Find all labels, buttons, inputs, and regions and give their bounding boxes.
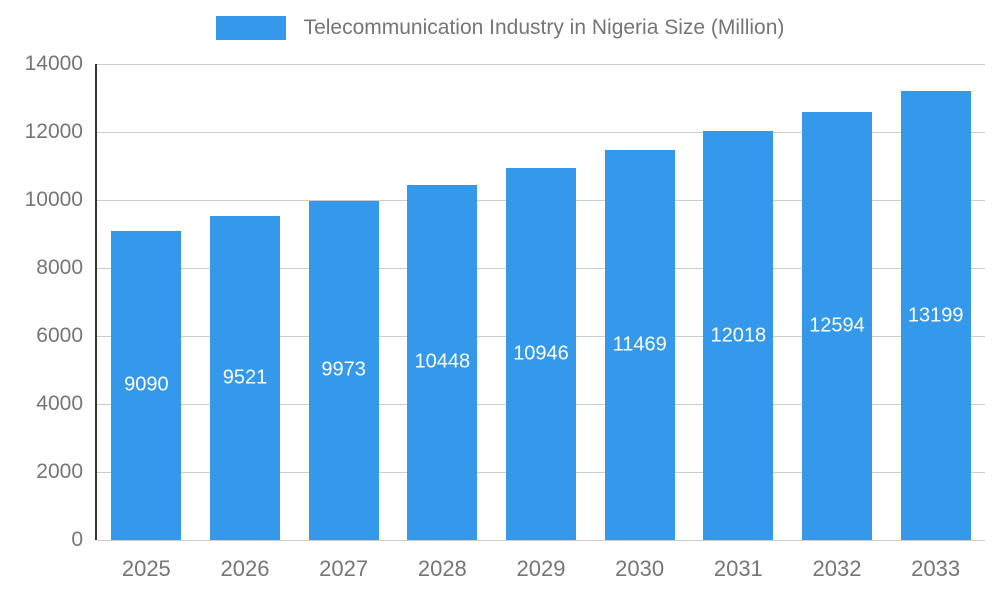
x-axis-tick-label: 2028 bbox=[417, 556, 467, 581]
chart-title: Telecommunication Industry in Nigeria Si… bbox=[303, 16, 785, 39]
bar-value-label: 9973 bbox=[321, 358, 366, 381]
chart-legend: Telecommunication Industry in Nigeria Si… bbox=[0, 16, 1000, 40]
bar: 13199 bbox=[900, 91, 971, 540]
y-axis-tick-label: 4000 bbox=[36, 392, 83, 415]
bar: 11469 bbox=[604, 150, 675, 540]
legend-swatch bbox=[215, 16, 286, 40]
gridline bbox=[97, 131, 985, 133]
x-axis-tick-label: 2031 bbox=[713, 556, 763, 581]
y-axis-tick-label: 0 bbox=[71, 528, 83, 551]
x-axis-tick-label: 2025 bbox=[121, 556, 171, 581]
gridline bbox=[97, 539, 985, 541]
x-axis-tick-label: 2030 bbox=[615, 556, 665, 581]
bar-value-label: 9090 bbox=[124, 373, 169, 396]
bar-value-label: 13199 bbox=[907, 304, 964, 327]
bar-value-label: 9521 bbox=[222, 366, 268, 389]
bar: 12594 bbox=[802, 111, 872, 540]
bar: 9973 bbox=[308, 200, 379, 540]
x-axis-tick-label: 2026 bbox=[220, 556, 270, 581]
y-axis-tick-label: 2000 bbox=[36, 460, 83, 483]
gridline bbox=[97, 63, 985, 65]
x-axis-tick-label: 2029 bbox=[516, 556, 566, 581]
bar-value-label: 10448 bbox=[414, 350, 471, 373]
y-axis-tick-label: 12000 bbox=[24, 120, 83, 143]
y-axis-tick-label: 6000 bbox=[36, 324, 83, 347]
x-axis-tick-label: 2027 bbox=[319, 556, 369, 581]
bar: 9090 bbox=[111, 230, 182, 540]
bar: 12018 bbox=[703, 131, 774, 540]
bar-value-label: 12594 bbox=[809, 314, 865, 337]
y-axis-tick-label: 8000 bbox=[36, 256, 83, 279]
x-axis-tick-label: 2033 bbox=[911, 556, 961, 581]
bar-value-label: 11469 bbox=[612, 333, 667, 356]
bar: 10448 bbox=[407, 184, 478, 540]
bar: 10946 bbox=[506, 167, 576, 540]
plot-area: 0 2000 4000 6000 8000 10000 12000 14000 9090 2025… bbox=[25, 52, 985, 581]
y-axis-tick-label: 10000 bbox=[24, 188, 83, 211]
x-axis-tick-label: 2032 bbox=[812, 556, 862, 581]
bar-value-label: 10946 bbox=[513, 342, 569, 365]
bar-value-label: 12018 bbox=[710, 324, 767, 347]
y-axis-tick-label: 14000 bbox=[24, 52, 83, 75]
bar: 9521 bbox=[210, 216, 280, 540]
